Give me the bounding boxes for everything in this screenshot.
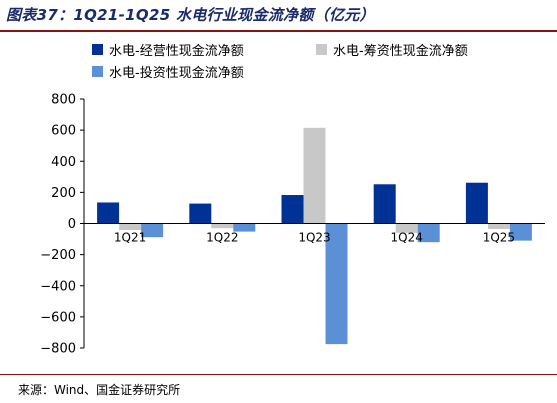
bar-investing bbox=[233, 223, 256, 232]
source-divider bbox=[0, 374, 557, 375]
y-tick-label: 400 bbox=[51, 155, 76, 170]
bar-investing bbox=[325, 223, 348, 345]
bar-investing bbox=[141, 223, 164, 238]
legend-swatch-operating bbox=[92, 44, 103, 55]
x-category-label: 1Q23 bbox=[298, 231, 330, 245]
legend-label-operating: 水电-经营性现金流净额 bbox=[109, 44, 244, 59]
chart-title: 图表37：1Q21-1Q25 水电行业现金流净额（亿元） bbox=[6, 6, 375, 24]
y-tick-label: 200 bbox=[51, 186, 76, 201]
y-tick-label: −400 bbox=[40, 279, 76, 294]
bar-operating bbox=[465, 182, 488, 224]
x-category-label: 1Q22 bbox=[206, 231, 238, 245]
source-note: 来源：Wind、国金证券研究所 bbox=[18, 383, 181, 397]
x-category-label: 1Q25 bbox=[483, 231, 515, 245]
y-tick-label: −600 bbox=[40, 310, 76, 325]
bar-operating bbox=[373, 184, 396, 224]
y-tick-label: 0 bbox=[68, 217, 76, 232]
bar-financing bbox=[487, 223, 510, 229]
bar-operating bbox=[97, 202, 120, 224]
y-tick-label: −200 bbox=[40, 248, 76, 263]
legend-item-investing: 水电-投资性现金流净额 bbox=[92, 62, 244, 81]
title-divider bbox=[0, 30, 557, 32]
bar-financing bbox=[395, 223, 418, 233]
bar-financing bbox=[303, 127, 326, 224]
bar-financing bbox=[119, 223, 142, 231]
y-tick-label: 800 bbox=[51, 93, 76, 108]
bar-investing bbox=[509, 223, 532, 241]
legend-label-financing: 水电-筹资性现金流净额 bbox=[333, 44, 468, 59]
y-tick-label: 600 bbox=[51, 124, 76, 139]
x-category-label: 1Q24 bbox=[391, 231, 423, 245]
x-category-label: 1Q21 bbox=[114, 231, 146, 245]
legend-swatch-investing bbox=[92, 66, 103, 77]
legend-item-financing: 水电-筹资性现金流净额 bbox=[316, 40, 468, 59]
legend-swatch-financing bbox=[316, 44, 327, 55]
bar-operating bbox=[281, 195, 304, 224]
legend-label-investing: 水电-投资性现金流净额 bbox=[109, 66, 244, 81]
legend-item-operating: 水电-经营性现金流净额 bbox=[92, 40, 244, 59]
bar-financing bbox=[211, 223, 234, 229]
bar-operating bbox=[189, 203, 212, 224]
y-tick-label: −800 bbox=[40, 342, 76, 357]
bar-investing bbox=[417, 223, 440, 243]
